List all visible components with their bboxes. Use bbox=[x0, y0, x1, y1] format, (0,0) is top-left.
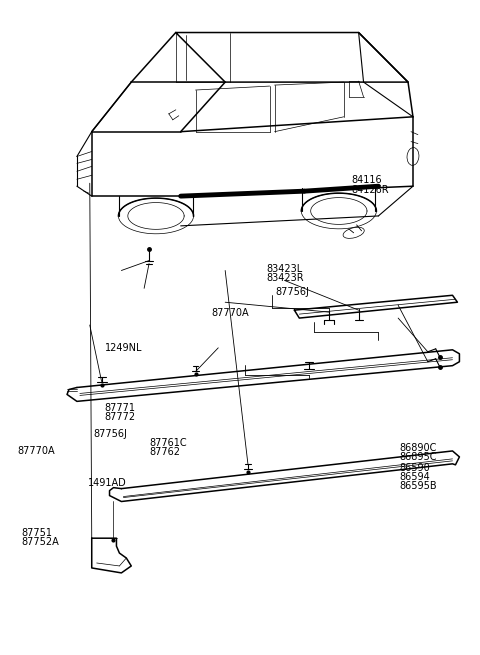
Text: 87761C: 87761C bbox=[150, 438, 188, 448]
Text: 86895C: 86895C bbox=[399, 452, 436, 462]
Text: 86595B: 86595B bbox=[399, 481, 437, 491]
Text: 87756J: 87756J bbox=[276, 288, 310, 297]
Text: 87752A: 87752A bbox=[22, 536, 60, 547]
Text: 83423L: 83423L bbox=[266, 264, 302, 274]
Polygon shape bbox=[67, 350, 459, 402]
Text: 87762: 87762 bbox=[150, 447, 181, 457]
Text: 1249NL: 1249NL bbox=[105, 343, 142, 353]
Text: 84116: 84116 bbox=[351, 175, 382, 185]
Text: 87756J: 87756J bbox=[93, 430, 127, 440]
Text: 1491AD: 1491AD bbox=[88, 478, 127, 488]
Polygon shape bbox=[294, 295, 457, 318]
Text: 87770A: 87770A bbox=[212, 308, 249, 318]
Text: 83423R: 83423R bbox=[266, 273, 304, 283]
Text: 84126R: 84126R bbox=[351, 185, 389, 195]
Polygon shape bbox=[109, 451, 459, 502]
Text: 87751: 87751 bbox=[22, 527, 53, 538]
Text: 87771: 87771 bbox=[105, 403, 136, 413]
Text: 86594: 86594 bbox=[399, 472, 430, 482]
Polygon shape bbox=[176, 33, 408, 82]
Text: 87772: 87772 bbox=[105, 412, 136, 422]
Text: 86590: 86590 bbox=[399, 463, 430, 473]
Text: 87770A: 87770A bbox=[17, 445, 55, 456]
Text: 86890C: 86890C bbox=[399, 443, 436, 453]
Polygon shape bbox=[92, 538, 131, 573]
